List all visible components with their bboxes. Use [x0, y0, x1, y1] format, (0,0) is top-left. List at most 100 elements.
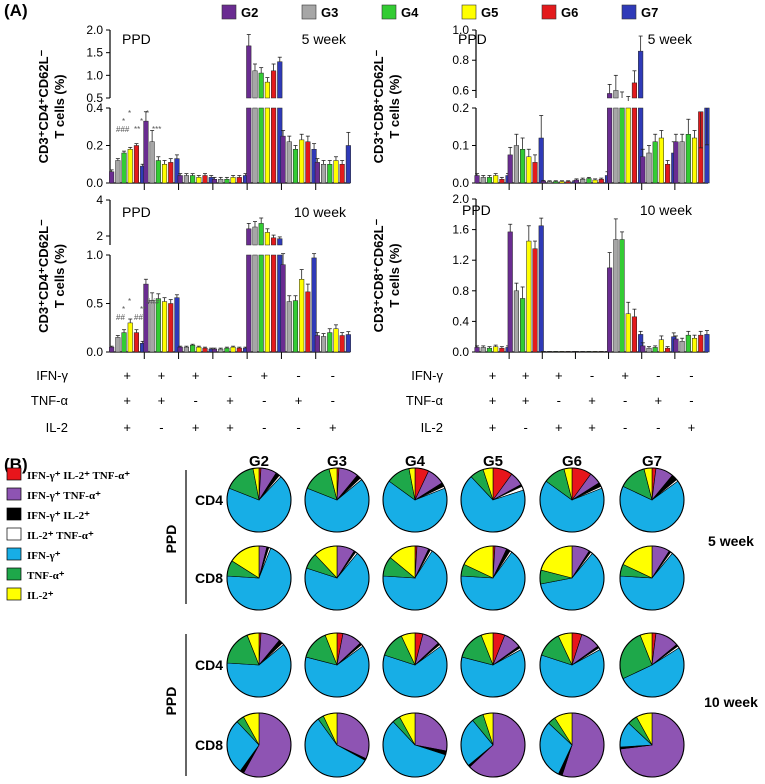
subset-label: IFN-γ⁺	[27, 550, 61, 562]
pie-outline	[619, 545, 685, 611]
cytokine-sign: +	[489, 393, 497, 408]
bar-g5	[691, 137, 698, 184]
bar-g6	[665, 347, 671, 353]
cytokine-sign: +	[621, 368, 629, 383]
cytokine-sign: +	[260, 368, 268, 383]
bar-g3	[513, 145, 519, 184]
y-tick-label: 0.0	[452, 345, 469, 359]
cytokine-sign: -	[590, 368, 594, 383]
bar-g2	[246, 254, 252, 353]
bar-g4	[190, 175, 196, 184]
bar-g3	[646, 152, 652, 184]
pie-outline	[539, 467, 605, 533]
y-tick-label: 4	[96, 193, 103, 207]
bar-g3	[580, 179, 586, 184]
bar-g3	[252, 226, 258, 246]
bar-g2	[607, 107, 613, 184]
bar-g3	[513, 290, 519, 353]
subset-swatch	[6, 527, 22, 541]
significance-annotation: ###	[146, 297, 160, 306]
y-tick-label: 0.6	[452, 83, 469, 97]
legend-swatch-g6	[541, 4, 557, 20]
y-axis-title: T cells (%)	[52, 244, 67, 308]
bar-g2	[177, 346, 183, 353]
y-tick-label: 1.6	[452, 223, 469, 237]
chart-antigen-label: PPD	[458, 31, 487, 47]
bar-chart-cd4-5-week: 0.0 0.2 0.40.5 1.0 1.5 2.0 PPD 5 week CD3⁺CD4⁺CD…	[36, 23, 351, 190]
pie-row-label: CD8	[195, 570, 223, 586]
significance-annotation: *	[128, 297, 131, 306]
pie-outline	[619, 467, 685, 533]
bar-g4	[586, 178, 592, 184]
bar-g3	[613, 90, 619, 99]
bar-g6	[598, 179, 604, 184]
chart-timepoint-label: 5 week	[302, 31, 347, 47]
bar-g3	[115, 160, 121, 184]
bar-g2	[640, 345, 646, 353]
pie-outline	[382, 467, 448, 533]
cytokine-sign: +	[226, 420, 234, 435]
pie-outline	[539, 632, 605, 698]
bar-g6	[499, 347, 505, 353]
bar-g6	[271, 237, 277, 246]
y-axis-title: T cells (%)	[52, 74, 67, 138]
bar-g3	[149, 141, 155, 184]
pie-outline	[619, 712, 685, 778]
cytokine-sign: -	[194, 393, 198, 408]
y-tick-label: 0.8	[452, 284, 469, 298]
pie-timepoint-label: 10 week	[704, 694, 758, 710]
bar-g2	[507, 154, 513, 184]
bar-g5	[264, 107, 270, 184]
chart-timepoint-label: 10 week	[294, 204, 347, 220]
bar-g4	[652, 141, 658, 184]
cytokine-sign: -	[623, 393, 627, 408]
y-tick-label: 0.2	[452, 101, 469, 115]
cytokine-sign: +	[295, 393, 303, 408]
y-tick-label: 0.5	[86, 91, 103, 105]
pie-outline	[460, 545, 526, 611]
bar-g2	[573, 179, 580, 184]
bar-g4	[685, 134, 691, 184]
bar-g7	[345, 334, 351, 353]
pie-outline	[460, 467, 526, 533]
subset-swatch	[6, 507, 22, 521]
bar-g4	[327, 164, 333, 184]
bar-g2	[507, 231, 513, 353]
cytokine-sign: -	[524, 420, 528, 435]
significance-annotation: ##	[134, 313, 143, 322]
chart-antigen-label: PPD	[462, 202, 491, 218]
subset-swatch	[6, 587, 22, 601]
subset-label: TNF-α⁺	[27, 570, 65, 582]
bar-g2	[474, 175, 480, 184]
cytokine-sign: +	[489, 420, 497, 435]
y-axis-title: CD3⁺CD8⁺CD62L⁻	[371, 49, 386, 163]
bar-g3	[252, 254, 258, 353]
legend-label-g2: G2	[241, 5, 258, 20]
pie-row-label: CD4	[195, 657, 223, 673]
bar-g4	[155, 298, 161, 353]
bar-g4	[619, 239, 625, 353]
bar-g6	[698, 334, 704, 353]
bar-g5	[559, 181, 565, 184]
bar-g6	[532, 162, 538, 184]
cytokine-sign: +	[522, 368, 530, 383]
bar-g4	[685, 334, 691, 353]
subset-swatch	[6, 467, 22, 481]
bar-g2	[143, 283, 149, 353]
bar-g5	[493, 346, 499, 353]
cytokine-sign: +	[192, 368, 200, 383]
pie-outline	[226, 545, 292, 611]
bar-g4	[553, 181, 559, 184]
bar-g2	[540, 180, 546, 184]
bar-g2	[177, 175, 183, 184]
subset-legend: IFN-γ⁺ IL-2⁺ TNF-α⁺ IFN-γ⁺ TNF-α⁺ IFN-γ⁺ I…	[6, 467, 130, 602]
bar-g7	[538, 137, 544, 184]
y-axis-title: T cells (%)	[387, 74, 402, 138]
bar-g3	[149, 300, 155, 353]
cytokine-sign: +	[226, 393, 234, 408]
y-axis-title: T cells (%)	[387, 243, 402, 307]
cytokine-sign: +	[123, 420, 131, 435]
cytokine-sign: +	[158, 368, 166, 383]
bar-g2	[211, 348, 218, 353]
chart-timepoint-label: 10 week	[640, 202, 693, 218]
